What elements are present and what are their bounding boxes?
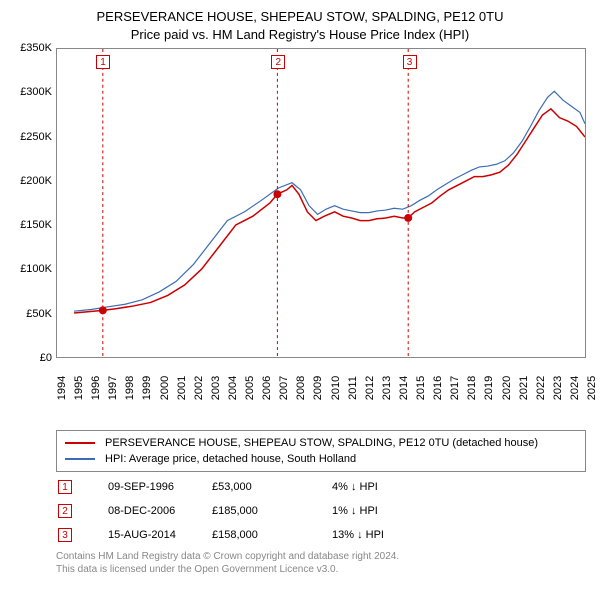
x-tick-label: 2013 xyxy=(381,376,393,400)
x-tick-label: 1994 xyxy=(56,376,68,400)
event-dot xyxy=(99,306,107,314)
x-tick-label: 2014 xyxy=(398,376,410,400)
series-property xyxy=(74,109,585,313)
sale-row: 109-SEP-1996£53,0004% ↓ HPI xyxy=(56,475,586,499)
x-tick-label: 2018 xyxy=(466,376,478,400)
legend-row: PERSEVERANCE HOUSE, SHEPEAU STOW, SPALDI… xyxy=(65,435,577,451)
event-marker: 2 xyxy=(271,55,285,69)
y-tick-label: £350K xyxy=(20,42,52,54)
event-marker: 3 xyxy=(403,55,417,69)
y-tick-label: £100K xyxy=(20,263,52,275)
event-marker: 1 xyxy=(96,55,110,69)
x-tick-label: 1999 xyxy=(141,376,153,400)
x-tick-label: 2025 xyxy=(586,376,598,400)
sale-marker: 3 xyxy=(58,528,72,542)
sale-row: 208-DEC-2006£185,0001% ↓ HPI xyxy=(56,499,586,523)
x-axis: 1994199519961997199819992000200120022003… xyxy=(56,358,586,378)
legend-label: HPI: Average price, detached house, Sout… xyxy=(105,453,356,465)
event-dot xyxy=(273,190,281,198)
sale-diff: 4% ↓ HPI xyxy=(332,481,452,493)
legend-row: HPI: Average price, detached house, Sout… xyxy=(65,451,577,467)
y-tick-label: £250K xyxy=(20,131,52,143)
x-tick-label: 2008 xyxy=(295,376,307,400)
attribution: Contains HM Land Registry data © Crown c… xyxy=(56,550,586,576)
x-tick-label: 2004 xyxy=(227,376,239,400)
legend-label: PERSEVERANCE HOUSE, SHEPEAU STOW, SPALDI… xyxy=(105,437,538,449)
plot-area: 1 2 3 xyxy=(56,48,586,358)
chart-titles: PERSEVERANCE HOUSE, SHEPEAU STOW, SPALDI… xyxy=(0,0,600,43)
sale-diff: 13% ↓ HPI xyxy=(332,529,452,541)
y-tick-label: £200K xyxy=(20,175,52,187)
x-tick-label: 2017 xyxy=(449,376,461,400)
x-tick-label: 2002 xyxy=(193,376,205,400)
x-tick-label: 2015 xyxy=(415,376,427,400)
sale-date: 08-DEC-2006 xyxy=(72,505,212,517)
series-hpi xyxy=(74,91,585,311)
x-tick-label: 2020 xyxy=(501,376,513,400)
sale-marker: 2 xyxy=(58,504,72,518)
event-dot xyxy=(404,214,412,222)
sale-price: £185,000 xyxy=(212,505,332,517)
x-tick-label: 2000 xyxy=(159,376,171,400)
y-tick-label: £150K xyxy=(20,219,52,231)
x-tick-label: 2003 xyxy=(210,376,222,400)
x-tick-label: 2009 xyxy=(312,376,324,400)
x-tick-label: 2007 xyxy=(278,376,290,400)
x-tick-label: 2021 xyxy=(518,376,530,400)
title-main: PERSEVERANCE HOUSE, SHEPEAU STOW, SPALDI… xyxy=(0,8,600,26)
line-svg xyxy=(57,49,585,357)
title-sub: Price paid vs. HM Land Registry's House … xyxy=(0,26,600,44)
sale-price: £53,000 xyxy=(212,481,332,493)
y-tick-label: £50K xyxy=(26,308,52,320)
x-tick-label: 2010 xyxy=(330,376,342,400)
x-tick-label: 2011 xyxy=(347,376,359,400)
x-tick-label: 1997 xyxy=(107,376,119,400)
x-tick-label: 2023 xyxy=(552,376,564,400)
sale-price: £158,000 xyxy=(212,529,332,541)
sale-diff: 1% ↓ HPI xyxy=(332,505,452,517)
x-tick-label: 2024 xyxy=(569,376,581,400)
y-axis: £0£50K£100K£150K£200K£250K£300K£350K xyxy=(6,48,54,358)
legend-swatch xyxy=(65,442,95,444)
x-tick-label: 2012 xyxy=(364,376,376,400)
x-tick-label: 2016 xyxy=(432,376,444,400)
x-tick-label: 1998 xyxy=(124,376,136,400)
sale-marker: 1 xyxy=(58,480,72,494)
y-tick-label: £0 xyxy=(40,352,52,364)
y-tick-label: £300K xyxy=(20,86,52,98)
x-tick-label: 2006 xyxy=(261,376,273,400)
x-tick-label: 2022 xyxy=(535,376,547,400)
x-tick-label: 2001 xyxy=(176,376,188,400)
sale-row: 315-AUG-2014£158,00013% ↓ HPI xyxy=(56,523,586,547)
x-tick-label: 1995 xyxy=(73,376,85,400)
x-tick-label: 2019 xyxy=(483,376,495,400)
legend: PERSEVERANCE HOUSE, SHEPEAU STOW, SPALDI… xyxy=(56,430,586,472)
sale-date: 15-AUG-2014 xyxy=(72,529,212,541)
sales-table: 109-SEP-1996£53,0004% ↓ HPI208-DEC-2006£… xyxy=(56,475,586,547)
attribution-line1: Contains HM Land Registry data © Crown c… xyxy=(56,550,586,563)
chart-area: £0£50K£100K£150K£200K£250K£300K£350K 123… xyxy=(6,48,594,378)
attribution-line2: This data is licensed under the Open Gov… xyxy=(56,563,586,576)
x-tick-label: 2005 xyxy=(244,376,256,400)
legend-swatch xyxy=(65,458,95,460)
x-tick-label: 1996 xyxy=(90,376,102,400)
sale-date: 09-SEP-1996 xyxy=(72,481,212,493)
